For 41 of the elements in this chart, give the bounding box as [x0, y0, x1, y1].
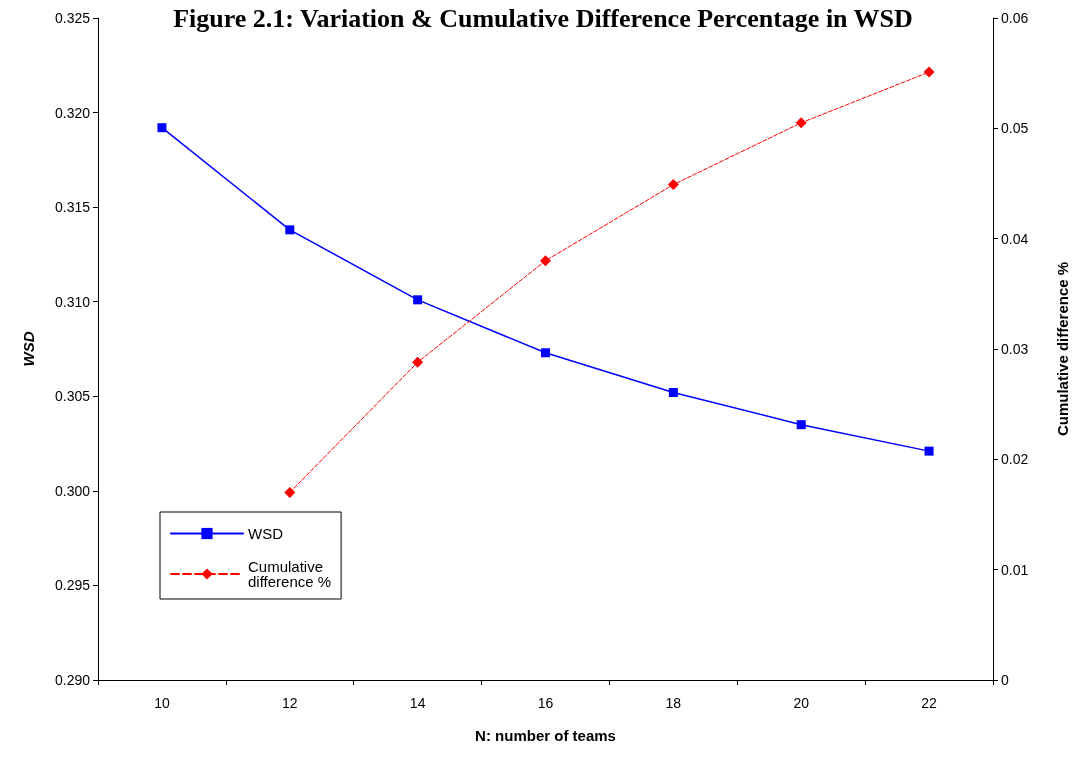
y2-tick-label: 0.03 [1001, 341, 1029, 357]
y-tick-label: 0.300 [54, 482, 91, 499]
point [795, 117, 807, 129]
x-tick-label: 12 [282, 695, 298, 711]
y-axis-title: WSD [20, 331, 37, 367]
y-tick-label: 0.310 [54, 293, 91, 310]
x-tick-label: 14 [409, 695, 426, 711]
point [924, 446, 934, 456]
y2-axis-title: Cumulative difference % [1054, 261, 1071, 437]
y-tick-label: 0.295 [54, 577, 91, 594]
point [413, 295, 423, 305]
point [540, 255, 551, 267]
legend-label: Cumulative difference % [248, 558, 332, 590]
y-tick-label: 0.290 [54, 672, 91, 688]
point [668, 388, 678, 397]
x-tick-label: 18 [665, 695, 682, 711]
y2-tick-label: 0 [1001, 672, 1009, 688]
y2-tick-label: 0.05 [1001, 120, 1029, 137]
y2-tick-label: 0.01 [1001, 561, 1029, 578]
y2-tick-label: 0.06 [1001, 10, 1029, 26]
y2-tick-label: 0.02 [1001, 451, 1029, 468]
point [923, 66, 935, 78]
x-tick-label: 22 [921, 695, 938, 711]
point [541, 348, 550, 358]
x-tick-label: 10 [154, 695, 170, 711]
chart-title: Figure 2.1: Variation & Cumulative Difference Percentage in WSD [173, 3, 913, 33]
point [157, 123, 167, 133]
y-tick-label: 0.315 [54, 199, 91, 216]
point [285, 225, 295, 235]
y2-tick-label: 0.04 [1001, 230, 1029, 247]
x-tick-label: 16 [537, 695, 554, 711]
y-tick-label: 0.305 [54, 388, 91, 405]
y-tick-label: 0.325 [54, 10, 91, 26]
legend-label: WSD [248, 525, 284, 542]
point [796, 420, 806, 430]
point [412, 356, 424, 368]
x-axis-title: N: number of teams [475, 727, 616, 744]
point [284, 486, 296, 498]
point [667, 179, 679, 191]
y-tick-label: 0.320 [54, 104, 91, 121]
x-tick-label: 20 [793, 695, 810, 711]
